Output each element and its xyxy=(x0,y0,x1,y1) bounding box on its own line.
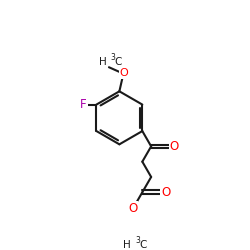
Text: O: O xyxy=(120,68,128,78)
Text: O: O xyxy=(128,202,137,215)
Text: H: H xyxy=(99,56,106,66)
Text: 3: 3 xyxy=(135,236,140,246)
Text: F: F xyxy=(80,98,87,111)
Text: C: C xyxy=(114,56,122,66)
Text: H: H xyxy=(123,240,131,250)
Text: O: O xyxy=(170,140,179,153)
Text: O: O xyxy=(161,186,170,199)
Text: 3: 3 xyxy=(110,52,116,62)
Text: C: C xyxy=(139,240,146,250)
